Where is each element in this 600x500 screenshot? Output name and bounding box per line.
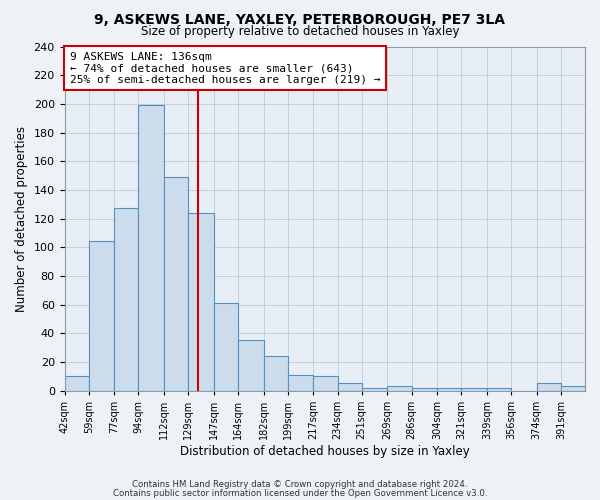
Bar [139,106,164,391]
Bar [263,356,288,390]
Bar [487,388,511,390]
Bar [338,384,362,390]
Bar [437,388,461,390]
Bar [164,177,188,390]
Bar [362,388,388,390]
Bar [238,340,263,390]
Bar [536,384,561,390]
Bar [561,386,585,390]
Bar [214,303,238,390]
Bar [114,208,139,390]
Bar [288,375,313,390]
Text: Contains public sector information licensed under the Open Government Licence v3: Contains public sector information licen… [113,488,487,498]
Text: Contains HM Land Registry data © Crown copyright and database right 2024.: Contains HM Land Registry data © Crown c… [132,480,468,489]
Text: Size of property relative to detached houses in Yaxley: Size of property relative to detached ho… [141,25,459,38]
Bar [89,242,114,390]
Bar [388,386,412,390]
Bar [313,376,338,390]
Text: 9 ASKEWS LANE: 136sqm
← 74% of detached houses are smaller (643)
25% of semi-det: 9 ASKEWS LANE: 136sqm ← 74% of detached … [70,52,380,85]
Bar [188,213,214,390]
Y-axis label: Number of detached properties: Number of detached properties [15,126,28,312]
X-axis label: Distribution of detached houses by size in Yaxley: Distribution of detached houses by size … [180,444,470,458]
Text: 9, ASKEWS LANE, YAXLEY, PETERBOROUGH, PE7 3LA: 9, ASKEWS LANE, YAXLEY, PETERBOROUGH, PE… [95,12,505,26]
Bar [412,388,437,390]
Bar [461,388,487,390]
Bar [65,376,89,390]
